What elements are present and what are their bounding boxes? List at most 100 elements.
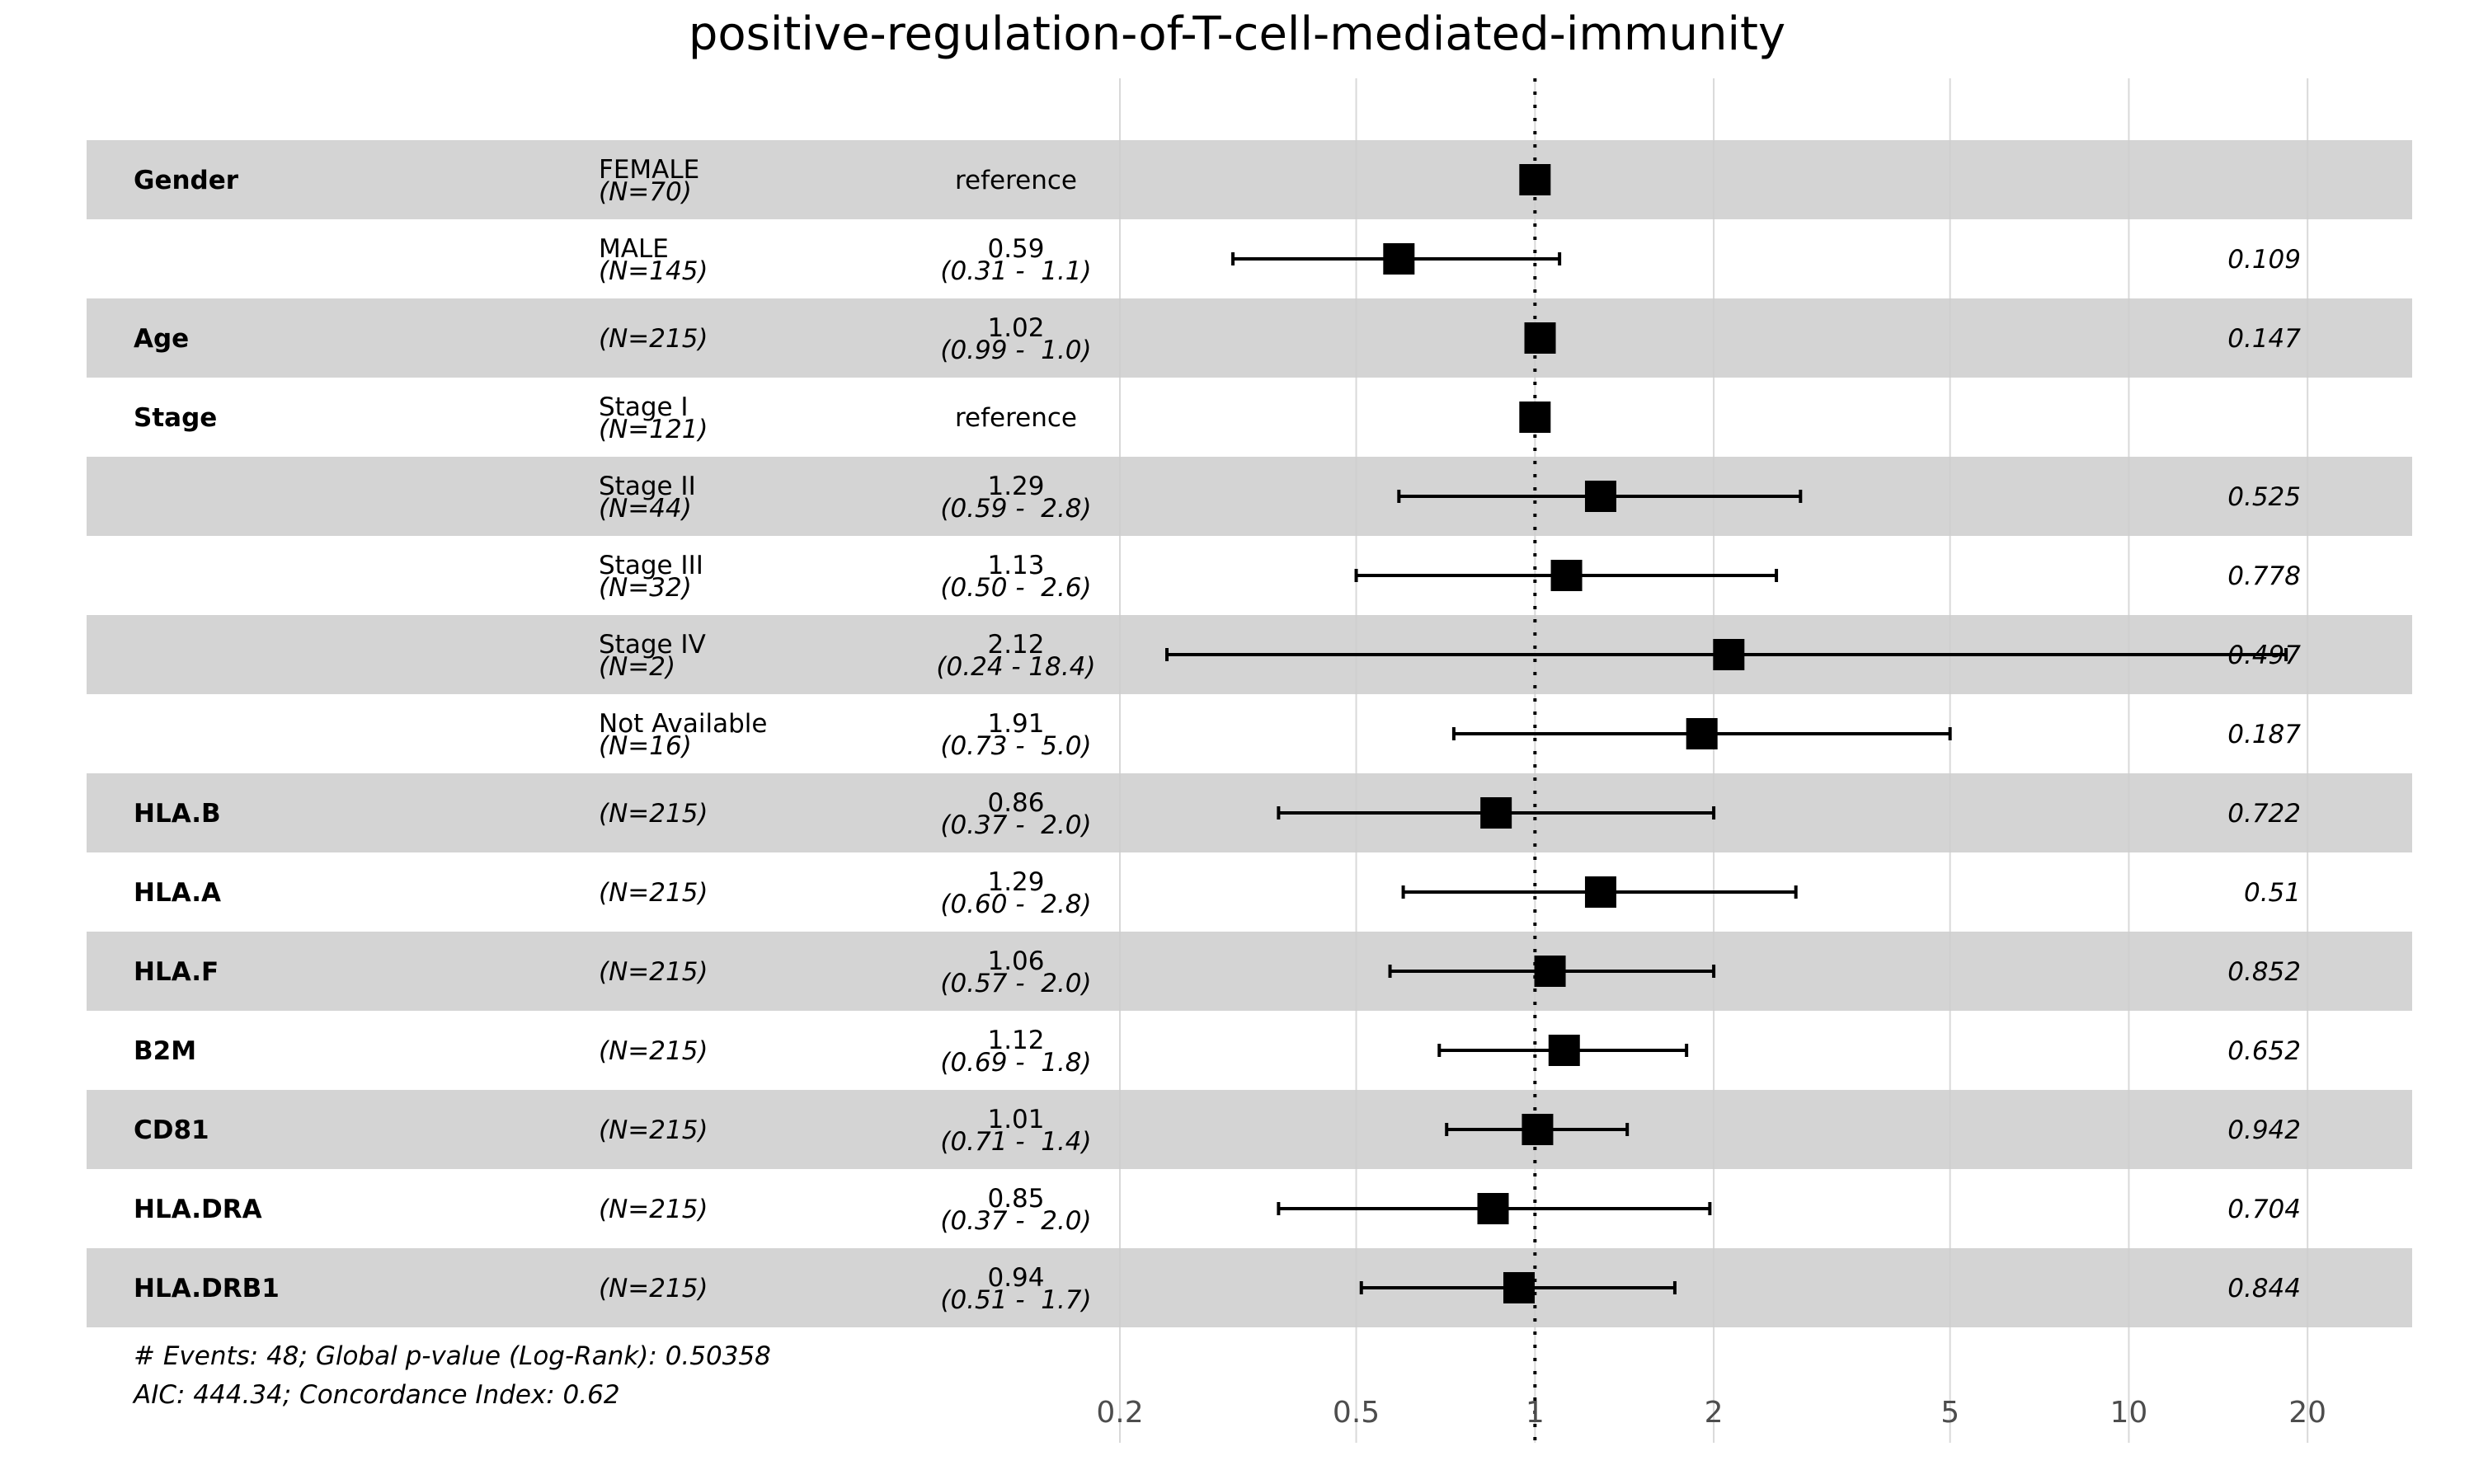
hr-ci: (0.99 - 1.0): [940, 336, 1091, 365]
level-label: Stage III: [599, 551, 703, 580]
footnote-line: # Events: 48; Global p-value (Log-Rank):…: [134, 1341, 771, 1371]
n-label: (N=215): [599, 1115, 708, 1145]
variable-label: HLA.B: [134, 799, 221, 829]
p-value: 0.497: [2227, 641, 2301, 670]
hr-estimate: 1.06: [987, 946, 1044, 976]
variable-label: Gender: [134, 166, 239, 195]
hr-estimate: 2.12: [987, 630, 1044, 660]
n-label: (N=32): [599, 573, 692, 603]
p-value: 0.51: [2244, 878, 2301, 908]
hr-ci: (0.59 - 2.8): [940, 494, 1091, 524]
n-label: (N=215): [599, 1195, 708, 1224]
row-band: [87, 932, 2412, 1011]
p-value: 0.852: [2227, 957, 2301, 987]
n-label: (N=70): [599, 177, 692, 207]
p-value: 0.525: [2227, 482, 2301, 512]
hr-ci: (0.37 - 2.0): [940, 1206, 1091, 1236]
level-label: Stage IV: [599, 630, 706, 660]
hr-estimate: 1.02: [987, 313, 1044, 343]
footnote-line: AIC: 444.34; Concordance Index: 0.62: [132, 1380, 620, 1410]
row-band: [87, 773, 2412, 852]
chart-title: positive-regulation-of-T-cell-mediated-i…: [689, 7, 1785, 61]
level-label: FEMALE: [599, 155, 699, 185]
row-band: [87, 1090, 2412, 1169]
level-label: Not Available: [599, 709, 767, 739]
hr-estimate: 1.91: [987, 709, 1044, 739]
hr-estimate: 0.85: [987, 1184, 1044, 1214]
variable-label: HLA.A: [134, 878, 221, 908]
x-tick-label: 0.5: [1333, 1396, 1380, 1430]
p-value: 0.844: [2227, 1274, 2301, 1303]
variable-label: Stage: [134, 403, 217, 433]
hr-ci: (0.31 - 1.1): [940, 256, 1091, 286]
hr-ci: (0.69 - 1.8): [940, 1048, 1091, 1078]
p-value: 0.652: [2227, 1036, 2301, 1066]
hr-estimate: 1.01: [987, 1105, 1044, 1134]
n-label: (N=215): [599, 1036, 708, 1066]
hr-ci: (0.60 - 2.8): [940, 890, 1091, 919]
row-band: [87, 1248, 2412, 1327]
row-band: [87, 298, 2412, 378]
estimate-point: [1477, 1193, 1509, 1224]
x-tick-label: 20: [2288, 1396, 2326, 1430]
p-value: 0.187: [2227, 720, 2301, 749]
hr-estimate: 0.86: [987, 788, 1044, 818]
estimate-point: [1503, 1272, 1535, 1303]
hr-ci: (0.71 - 1.4): [940, 1127, 1091, 1157]
row-band: [87, 457, 2412, 536]
n-label: (N=215): [599, 878, 708, 908]
estimate-point: [1383, 243, 1415, 275]
p-value: 0.778: [2227, 561, 2301, 591]
variable-label: Age: [134, 324, 189, 354]
level-label: Stage II: [599, 472, 696, 501]
n-label: (N=215): [599, 799, 708, 829]
n-label: (N=2): [599, 652, 675, 682]
x-tick-label: 10: [2110, 1396, 2148, 1430]
variable-label: CD81: [134, 1115, 209, 1145]
estimate-point: [1519, 164, 1551, 195]
hr-ci: (0.73 - 5.0): [940, 731, 1091, 761]
hr-estimate: 0.59: [987, 234, 1044, 264]
variable-label: HLA.F: [134, 957, 219, 987]
hr-estimate: 1.12: [987, 1026, 1044, 1055]
variable-label: B2M: [134, 1036, 196, 1066]
estimate-point: [1713, 639, 1745, 670]
n-label: (N=16): [599, 731, 692, 761]
grid-lines: [1119, 78, 2309, 1443]
estimate-marks: [1165, 164, 2288, 1303]
estimate-point: [1584, 481, 1616, 512]
estimate-point: [1686, 718, 1718, 749]
hr-estimate: 1.13: [987, 551, 1044, 580]
hr-estimate: 1.29: [987, 867, 1044, 897]
row-bands: [87, 140, 2412, 1327]
p-value: 0.109: [2227, 245, 2301, 275]
level-label: Stage I: [599, 392, 689, 422]
hr-estimate: reference: [955, 403, 1077, 433]
estimate-point: [1534, 956, 1566, 987]
variable-label: HLA.DRB1: [134, 1274, 280, 1303]
hr-ci: (0.57 - 2.0): [940, 969, 1091, 998]
row-band: [87, 140, 2412, 219]
n-label: (N=215): [599, 324, 708, 354]
hr-estimate: 1.29: [987, 472, 1044, 501]
x-tick-label: 2: [1705, 1396, 1724, 1430]
variable-label: HLA.DRA: [134, 1195, 262, 1224]
hr-ci: (0.37 - 2.0): [940, 810, 1091, 840]
hr-ci: (0.50 - 2.6): [940, 573, 1091, 603]
x-tick-label: 1: [1526, 1396, 1545, 1430]
n-label: (N=145): [599, 256, 708, 286]
hr-estimate: 0.94: [987, 1263, 1044, 1293]
hr-ci: (0.51 - 1.7): [940, 1285, 1091, 1315]
x-tick-label: 5: [1940, 1396, 1959, 1430]
n-label: (N=215): [599, 957, 708, 987]
hr-ci: (0.24 - 18.4): [936, 652, 1095, 682]
footnote: # Events: 48; Global p-value (Log-Rank):…: [132, 1341, 771, 1410]
x-axis-ticks: 0.2 0.5 1 2 5 10 20: [1096, 1396, 2326, 1430]
estimate-point: [1550, 560, 1583, 591]
estimate-point: [1548, 1035, 1580, 1066]
row-labels: Gender FEMALE(N=70) reference MALE(N=145) 0.…: [134, 155, 2301, 1315]
n-label: (N=121): [599, 415, 708, 444]
estimate-point: [1480, 797, 1512, 829]
p-value: 0.722: [2227, 799, 2301, 829]
estimate-point: [1522, 1114, 1554, 1145]
